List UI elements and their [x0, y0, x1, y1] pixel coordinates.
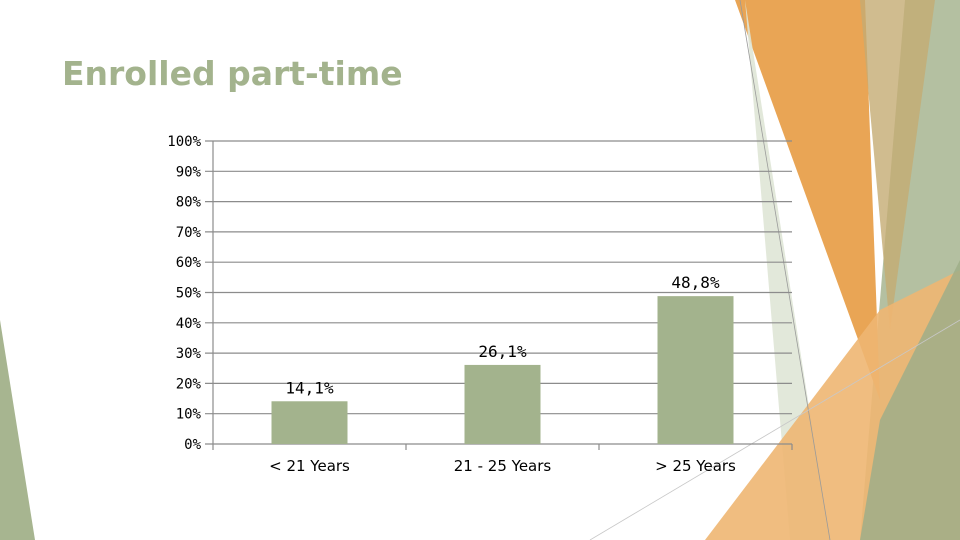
- y-tick-label: 80%: [176, 195, 202, 211]
- y-tick-label: 20%: [176, 376, 202, 392]
- y-tick-label: 60%: [176, 255, 202, 271]
- deco-green-overlay-bottom: [860, 260, 960, 540]
- deco-thin-line-2: [589, 319, 960, 540]
- deco-tan-band: [860, 0, 935, 330]
- bar: [271, 401, 348, 444]
- deco-thin-line-1: [739, 0, 831, 540]
- y-tick-label: 50%: [176, 286, 202, 302]
- axes: [212, 141, 793, 450]
- category-label: > 25 Years: [655, 457, 736, 475]
- bars: [271, 296, 734, 444]
- deco-left-sliver: [0, 320, 35, 540]
- labels: 0% 10% 20% 30% 40% 50% 60% 70% 80% 90% 100% < 21 Ye…: [167, 134, 736, 475]
- bar: [657, 296, 734, 444]
- y-tick-label: 10%: [176, 407, 202, 423]
- y-tick-label: 0%: [184, 437, 201, 453]
- slide-title: Enrolled part-time: [62, 54, 403, 93]
- category-label: < 21 Years: [269, 457, 350, 475]
- data-label: 48,8%: [671, 273, 720, 292]
- y-tick-label: 30%: [176, 346, 202, 362]
- y-tick-label: 90%: [176, 164, 202, 180]
- y-tick-label: 40%: [176, 316, 202, 332]
- data-label: 14,1%: [285, 378, 334, 397]
- deco-orange-triangle-top: [735, 0, 880, 400]
- y-tick-label: 70%: [176, 225, 202, 241]
- data-label: 26,1%: [478, 342, 527, 361]
- bar: [464, 364, 541, 444]
- y-tick-label: 100%: [167, 134, 201, 150]
- category-label: 21 - 25 Years: [454, 457, 552, 475]
